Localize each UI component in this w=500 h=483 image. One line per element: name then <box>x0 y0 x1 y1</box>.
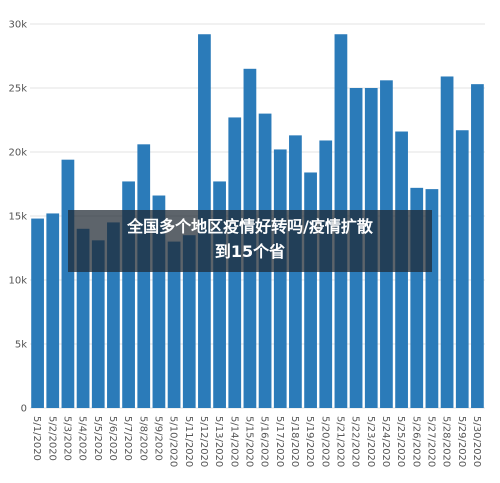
x-tick-label: 5/2/2020 <box>46 416 57 461</box>
x-tick-label: 5/11/2020 <box>183 416 194 467</box>
y-tick-label: 20k <box>8 148 27 159</box>
caption-overlay: 全国多个地区疫情好转吗/疫情扩散 到15个省 <box>68 210 432 272</box>
bar <box>61 159 75 408</box>
bar <box>182 235 196 408</box>
caption-line: 到15个省 <box>214 242 286 261</box>
x-tick-label: 5/26/2020 <box>410 416 421 467</box>
x-tick-label: 5/21/2020 <box>334 416 345 467</box>
x-tick-label: 5/29/2020 <box>456 416 467 467</box>
y-tick-label: 0 <box>21 404 27 415</box>
x-tick-label: 5/19/2020 <box>304 416 315 467</box>
x-tick-label: 5/7/2020 <box>122 416 133 461</box>
x-tick-label: 5/4/2020 <box>77 416 88 461</box>
x-tick-label: 5/20/2020 <box>319 416 330 467</box>
x-tick-label: 5/15/2020 <box>243 416 254 467</box>
x-tick-label: 5/16/2020 <box>259 416 270 467</box>
y-tick-label: 15k <box>8 212 27 223</box>
x-tick-label: 5/17/2020 <box>274 416 285 467</box>
bar <box>31 218 44 408</box>
bar <box>471 84 484 408</box>
bar <box>319 140 333 409</box>
y-tick-label: 5k <box>15 340 27 351</box>
x-tick-label: 5/14/2020 <box>228 416 239 467</box>
y-tick-label: 25k <box>8 84 27 95</box>
x-tick-label: 5/18/2020 <box>289 416 300 467</box>
bar <box>46 213 60 408</box>
bar <box>91 240 105 408</box>
x-tick-label: 5/30/2020 <box>471 416 482 467</box>
bar <box>273 149 287 408</box>
bar <box>137 144 151 408</box>
bar <box>455 130 469 409</box>
x-tick-label: 5/13/2020 <box>213 416 224 467</box>
x-tick-label: 5/22/2020 <box>350 416 361 467</box>
x-tick-label: 5/12/2020 <box>198 416 209 467</box>
caption-line: 全国多个地区疫情好转吗/疫情扩散 <box>127 217 373 236</box>
x-tick-label: 5/3/2020 <box>61 416 72 461</box>
bar <box>167 241 181 408</box>
bar <box>440 76 454 408</box>
x-tick-label: 5/24/2020 <box>380 416 391 467</box>
x-tick-label: 5/23/2020 <box>365 416 376 467</box>
x-tick-label: 5/6/2020 <box>107 416 118 461</box>
y-tick-label: 10k <box>8 276 27 287</box>
x-tick-label: 5/28/2020 <box>441 416 452 467</box>
x-tick-label: 5/27/2020 <box>425 416 436 467</box>
y-tick-label: 30k <box>8 20 27 31</box>
bar <box>304 172 317 408</box>
x-tick-label: 5/9/2020 <box>152 416 163 461</box>
x-tick-label: 5/8/2020 <box>137 416 148 461</box>
x-tick-label: 5/5/2020 <box>92 416 103 461</box>
x-tick-label: 5/1/2020 <box>31 416 42 461</box>
x-tick-label: 5/10/2020 <box>168 416 179 467</box>
bar <box>76 228 90 408</box>
x-tick-label: 5/25/2020 <box>395 416 406 467</box>
